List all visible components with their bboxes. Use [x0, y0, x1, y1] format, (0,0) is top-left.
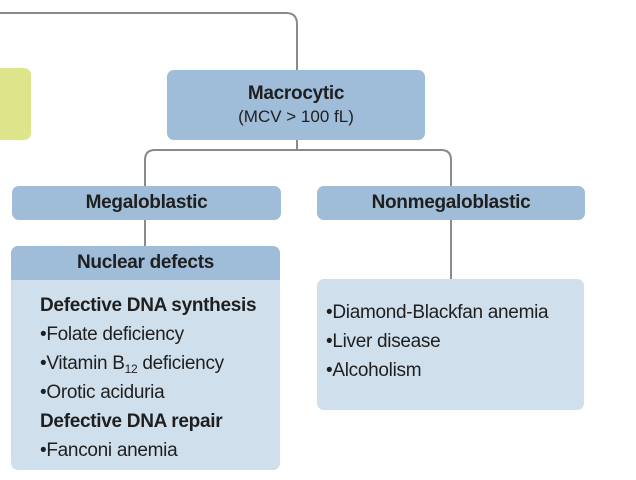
nuclear-defects-title: Nuclear defects — [76, 252, 214, 273]
nuclear-defects-panel: Nuclear defects Defective DNA synthesis … — [11, 246, 280, 470]
list-item-text: •Vitamin B — [40, 353, 125, 374]
list-item: •Alcoholism — [326, 360, 422, 381]
list-item: •Fanconi anemia — [40, 440, 178, 461]
nuclear-defects-list: Defective DNA synthesis •Folate deficien… — [40, 291, 257, 465]
side-box — [0, 68, 31, 140]
nonmegaloblastic-panel: •Diamond-Blackfan anemia •Liver disease … — [317, 279, 584, 410]
nonmegaloblastic-title: Nonmegaloblastic — [371, 192, 531, 213]
macrocytic-title: Macrocytic — [247, 83, 345, 104]
list-item-text-suffix: deficiency — [137, 353, 224, 374]
megaloblastic-box: Megaloblastic — [12, 186, 281, 220]
list-item: •Vitamin B12 deficiency — [40, 349, 256, 378]
list-item: •Diamond-Blackfan anemia — [326, 302, 549, 323]
group-heading: Defective DNA repair — [40, 411, 223, 432]
nonmegaloblastic-box: Nonmegaloblastic — [317, 186, 585, 220]
megaloblastic-title: Megaloblastic — [85, 192, 208, 213]
macrocytic-box: Macrocytic (MCV > 100 fL) — [167, 70, 425, 140]
branch-connector — [144, 140, 452, 186]
nuclear-defects-header: Nuclear defects — [11, 246, 280, 280]
group-heading: Defective DNA synthesis — [40, 295, 257, 316]
list-item: •Liver disease — [326, 331, 441, 352]
list-item-subscript: 12 — [124, 362, 138, 376]
top-connector — [0, 12, 298, 70]
nonmegaloblastic-list: •Diamond-Blackfan anemia •Liver disease … — [326, 298, 549, 385]
list-item: •Orotic aciduria — [40, 382, 165, 403]
list-item: •Folate deficiency — [40, 324, 184, 345]
macrocytic-subtitle: (MCV > 100 fL) — [238, 107, 354, 126]
